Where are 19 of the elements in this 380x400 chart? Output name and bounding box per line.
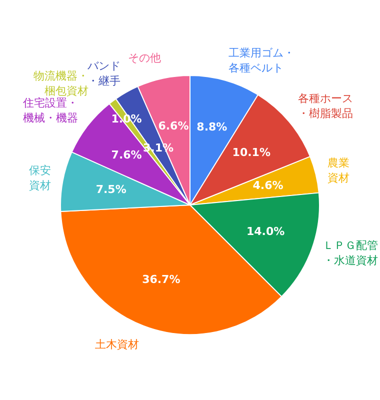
data-label: 14.0% — [246, 225, 285, 238]
slice-label: 住宅設置・機械・機器 — [23, 96, 78, 124]
slice-label: 各種ホース・樹脂製品 — [298, 92, 354, 120]
data-label: 10.1% — [232, 146, 270, 160]
data-label: 7.6% — [111, 148, 142, 162]
slice-label: 工業用ゴム・各種ベルト — [228, 46, 295, 74]
data-label: 1.0% — [111, 112, 142, 126]
slice-label: 農業資材 — [327, 156, 350, 184]
slice-label: その他 — [128, 51, 161, 64]
data-label: 8.8% — [196, 120, 228, 134]
slice-label: 物流機器・梱包資材 — [34, 69, 89, 98]
data-label: 7.5% — [96, 183, 126, 196]
slice-label: 保安資材 — [28, 164, 51, 192]
data-label: 6.6% — [158, 119, 189, 132]
slice-label: 土木資材 — [95, 338, 140, 351]
data-label: 36.7% — [142, 272, 180, 286]
slice-label: バンド・継手 — [86, 59, 121, 88]
data-label: 4.6% — [252, 178, 284, 192]
slice-label: ＬＰＧ配管・水道資材 — [323, 238, 378, 267]
